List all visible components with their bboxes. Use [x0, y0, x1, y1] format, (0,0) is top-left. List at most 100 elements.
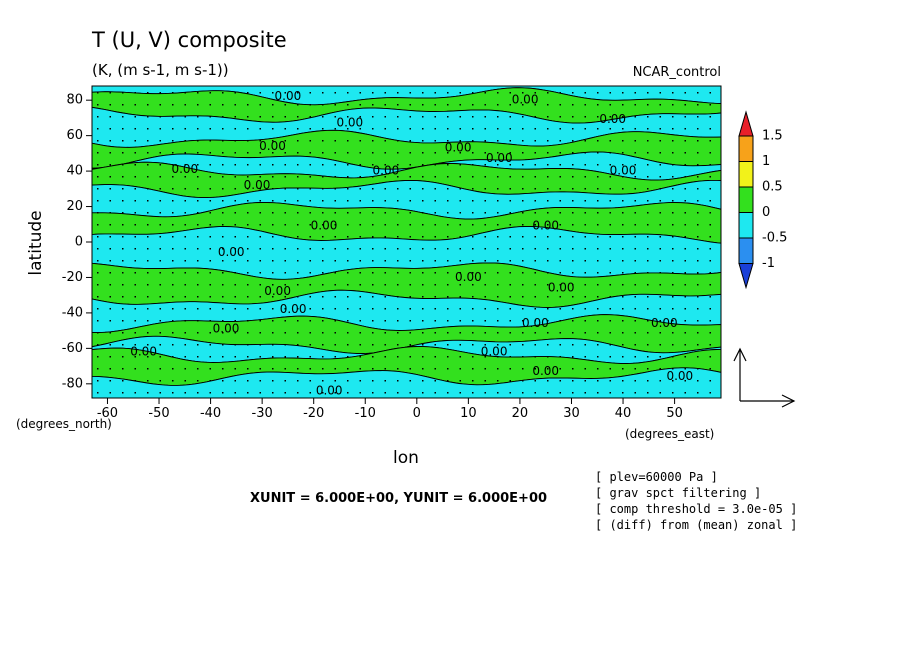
vector-mark-587: [559, 224, 561, 226]
vector-mark-629: [459, 236, 461, 238]
vector-mark-578: [447, 224, 449, 226]
vector-mark-1039: [584, 332, 586, 334]
vector-mark-1094: [647, 344, 649, 346]
colorbar-segment-2: [738, 161, 754, 188]
vector-mark-324: [397, 164, 399, 166]
vector-mark-1155: [159, 368, 161, 370]
vector-mark-661: [234, 248, 236, 250]
vector-mark-160: [222, 128, 224, 130]
vector-mark-901: [109, 308, 111, 310]
x-tick-label-0: -60: [97, 406, 118, 421]
vector-mark-142: [622, 116, 624, 118]
vector-mark-215: [284, 140, 286, 142]
vector-mark-1131: [484, 356, 486, 358]
y-tick-label-1: 60: [66, 128, 83, 143]
vector-mark-614: [272, 236, 274, 238]
vector-mark-1167: [309, 368, 311, 370]
vector-mark-125: [409, 116, 411, 118]
vector-mark-1240: [597, 380, 599, 382]
vector-mark-188: [572, 128, 574, 130]
vector-mark-703: [134, 260, 136, 262]
vector-mark-434: [522, 188, 524, 190]
vector-mark-696: [672, 248, 674, 250]
vector-mark-663: [259, 248, 261, 250]
vector-mark-319: [334, 164, 336, 166]
vector-mark-692: [622, 248, 624, 250]
vector-mark-873: [384, 296, 386, 298]
vector-mark-365: [284, 176, 286, 178]
vector-mark-650: [97, 248, 99, 250]
vector-mark-712: [247, 260, 249, 262]
vector-mark-484: [522, 200, 524, 202]
vector-mark-953: [134, 320, 136, 322]
vector-mark-210: [222, 140, 224, 142]
vector-mark-1281: [484, 392, 486, 394]
vector-mark-219: [334, 140, 336, 142]
vector-mark-954: [147, 320, 149, 322]
vector-mark-227: [434, 140, 436, 142]
vector-mark-867: [309, 296, 311, 298]
vector-mark-190: [597, 128, 599, 130]
vector-mark-460: [222, 200, 224, 202]
vector-mark-709: [209, 260, 211, 262]
vector-mark-947: [684, 308, 686, 310]
vector-mark-589: [584, 224, 586, 226]
vector-mark-1206: [172, 380, 174, 382]
vector-mark-41: [609, 92, 611, 94]
vector-mark-819: [334, 284, 336, 286]
vector-mark-174: [397, 128, 399, 130]
vector-mark-252: [122, 152, 124, 154]
vector-mark-830: [472, 284, 474, 286]
colorbar-top-triangle: [738, 110, 754, 137]
vector-mark-376: [422, 176, 424, 178]
vector-mark-800: [97, 284, 99, 286]
vector-mark-866: [297, 296, 299, 298]
vector-mark-673: [384, 248, 386, 250]
contour-label-22: 0.00: [481, 344, 508, 358]
vector-mark-498: [697, 200, 699, 202]
vector-mark-1181: [484, 368, 486, 370]
vector-mark-1223: [384, 380, 386, 382]
vector-mark-659: [209, 248, 211, 250]
vector-mark-728: [447, 260, 449, 262]
vector-mark-1255: [159, 392, 161, 394]
colorbar: 1.5 1 0.5 0 -0.5 -1: [738, 110, 787, 290]
vector-mark-359: [209, 176, 211, 178]
vector-mark-782: [497, 272, 499, 274]
vector-mark-761: [234, 272, 236, 274]
vector-mark-24: [397, 92, 399, 94]
vector-mark-1056: [172, 344, 174, 346]
vector-mark-166: [297, 128, 299, 130]
vector-mark-603: [134, 236, 136, 238]
vector-mark-1057: [184, 344, 186, 346]
vector-mark-700: [97, 260, 99, 262]
vector-mark-1241: [609, 380, 611, 382]
vector-mark-593: [634, 224, 636, 226]
vector-mark-1233: [509, 380, 511, 382]
vector-mark-1146: [672, 356, 674, 358]
vector-mark-273: [384, 152, 386, 154]
vector-mark-1090: [597, 344, 599, 346]
vector-mark-646: [672, 236, 674, 238]
vector-mark-1299: [709, 392, 711, 394]
vector-mark-362: [247, 176, 249, 178]
vector-mark-503: [134, 212, 136, 214]
vector-mark-632: [497, 236, 499, 238]
vector-mark-301: [109, 164, 111, 166]
vector-mark-612: [247, 236, 249, 238]
vector-mark-485: [534, 200, 536, 202]
y-tick-label-6: -40: [62, 305, 83, 320]
vector-mark-1002: [122, 332, 124, 334]
vector-mark-316: [297, 164, 299, 166]
vector-mark-400: [97, 188, 99, 190]
vector-mark-282: [497, 152, 499, 154]
vector-mark-841: [609, 284, 611, 286]
vector-mark-975: [409, 320, 411, 322]
vector-mark-119: [334, 116, 336, 118]
vector-mark-769: [334, 272, 336, 274]
vector-mark-1013: [259, 332, 261, 334]
vector-mark-885: [534, 296, 536, 298]
vector-mark-702: [122, 260, 124, 262]
vector-mark-694: [647, 248, 649, 250]
vector-mark-848: [697, 284, 699, 286]
